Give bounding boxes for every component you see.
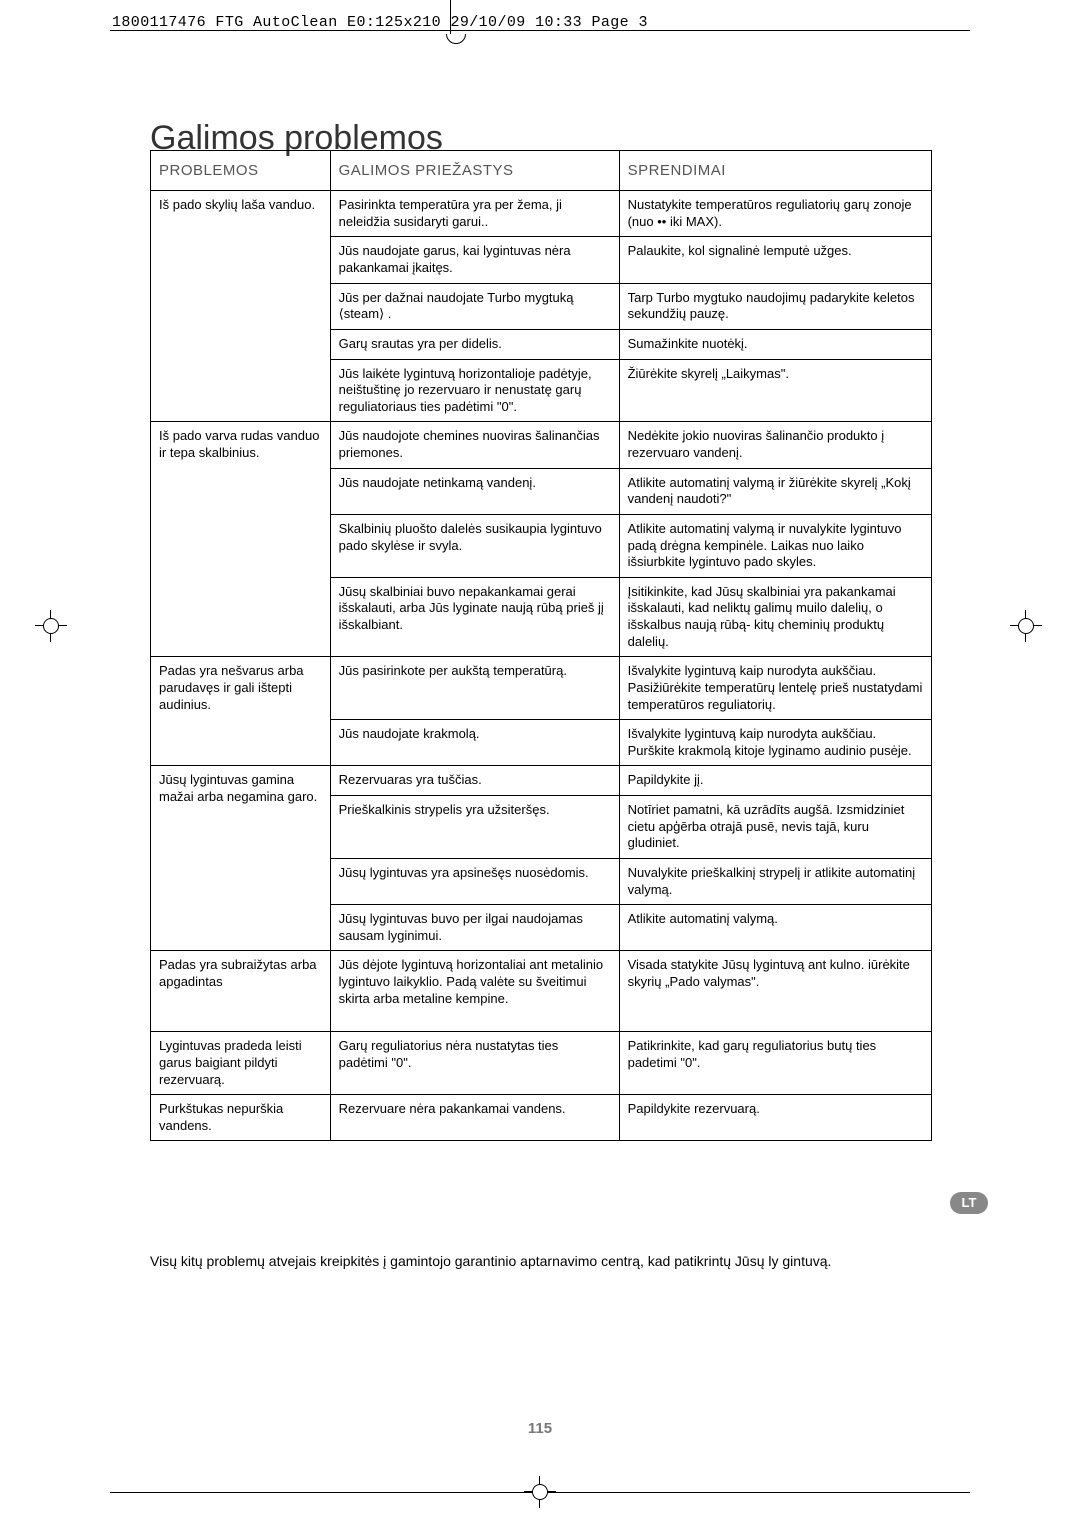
fix-cell: Nuvalykite prieškalkinį strypelį ir atli… [619,858,931,904]
registration-mark-bottom [524,1476,556,1508]
fix-cell: Žiūrėkite skyrelį „Laikymas". [619,359,931,422]
problem-cell: Lygintuvas pradeda leisti garus baigiant… [151,1032,331,1095]
problem-cell: Iš pado varva rudas vanduo ir tepa skalb… [151,422,331,657]
cause-cell: Jūs naudojate krakmolą. [330,720,619,766]
fix-cell: Papildykite rezervuarą. [619,1095,931,1141]
problem-cell: Padas yra subraižytas arba apgadintas [151,951,331,1032]
problems-table-wrap: PROBLEMOS GALIMOS PRIEŽASTYS SPRENDIMAI … [150,150,932,1141]
cause-cell: Rezervuare nėra pakankamai vandens. [330,1095,619,1141]
fix-cell: Atlikite automatinį valymą ir nuvalykite… [619,514,931,577]
header-filename: 1800117476 FTG AutoClean E0:125x210 29/1… [112,14,648,31]
cause-cell: Jūsų skalbiniai buvo nepakankamai gerai … [330,577,619,657]
cause-cell: Jūsų lygintuvas buvo per ilgai naudojama… [330,905,619,951]
cause-cell: Pasirinkta temperatūra yra per žema, ji … [330,191,619,237]
fix-cell: Atlikite automatinį valymą ir žiūrėkite … [619,468,931,514]
fix-cell: Išvalykite lygintuvą kaip nurodyta aukšč… [619,720,931,766]
fix-cell: Nedėkite jokio nuoviras šalinančio produ… [619,422,931,468]
fix-cell: Palaukite, kol signalinė lemputė užges. [619,237,931,283]
page-number: 115 [0,1420,1080,1437]
fix-cell: Papildykite jį. [619,766,931,796]
cause-cell: Jūs naudojate netinkamą vandenį. [330,468,619,514]
fix-cell: Įsitikinkite, kad Jūsų skalbiniai yra pa… [619,577,931,657]
footer-note: Visų kitų problemų atvejais kreipkitės į… [150,1252,932,1270]
cause-cell: Jūs naudojate garus, kai lygintuvas nėra… [330,237,619,283]
problems-table: PROBLEMOS GALIMOS PRIEŽASTYS SPRENDIMAI … [150,150,932,1141]
col-header-problems: PROBLEMOS [151,151,331,191]
fix-cell: Visada statykite Jūsų lygintuvą ant kuln… [619,951,931,1032]
cause-cell: Garų reguliatorius nėra nustatytas ties … [330,1032,619,1095]
fix-cell: Patikrinkite, kad garų reguliatorius but… [619,1032,931,1095]
cause-cell: Prieškalkinis strypelis yra užsiteršęs. [330,796,619,859]
fix-cell: Notīriet pamatni, kā uzrādīts augšā. Izs… [619,796,931,859]
cause-cell: Jūsų lygintuvas yra apsinešęs nuosėdomis… [330,858,619,904]
problem-cell: Jūsų lygintuvas gamina mažai arba negami… [151,766,331,951]
col-header-solutions: SPRENDIMAI [619,151,931,191]
problem-cell: Padas yra nešvarus arba parudavęs ir gal… [151,657,331,766]
cause-cell: Jūs dėjote lygintuvą horizontaliai ant m… [330,951,619,1032]
problem-cell: Purkštukas nepurškia vandens. [151,1095,331,1141]
fix-cell: Išvalykite lygintuvą kaip nurodyta aukšč… [619,657,931,720]
cause-cell: Jūs pasirinkote per aukštą temperatūrą. [330,657,619,720]
col-header-causes: GALIMOS PRIEŽASTYS [330,151,619,191]
cause-cell: Jūs naudojote chemines nuoviras šalinanč… [330,422,619,468]
crop-mark-semi [446,34,466,44]
fix-cell: Nustatykite temperatūros reguliatorių ga… [619,191,931,237]
registration-mark-left [35,610,67,642]
cause-cell: Garų srautas yra per didelis. [330,329,619,359]
language-tab: LT [950,1192,988,1214]
fix-cell: Sumažinkite nuotėkį. [619,329,931,359]
problem-cell: Iš pado skylių laša vanduo. [151,191,331,422]
cause-cell: Jūs per dažnai naudojate Turbo mygtuką ⟨… [330,283,619,329]
cause-cell: Jūs laikėte lygintuvą horizontalioje pad… [330,359,619,422]
cause-cell: Skalbinių pluošto dalelės susikaupia lyg… [330,514,619,577]
cause-cell: Rezervuaras yra tuščias. [330,766,619,796]
fix-cell: Atlikite automatinį valymą. [619,905,931,951]
registration-mark-right [1010,610,1042,642]
fix-cell: Tarp Turbo mygtuko naudojimų padarykite … [619,283,931,329]
